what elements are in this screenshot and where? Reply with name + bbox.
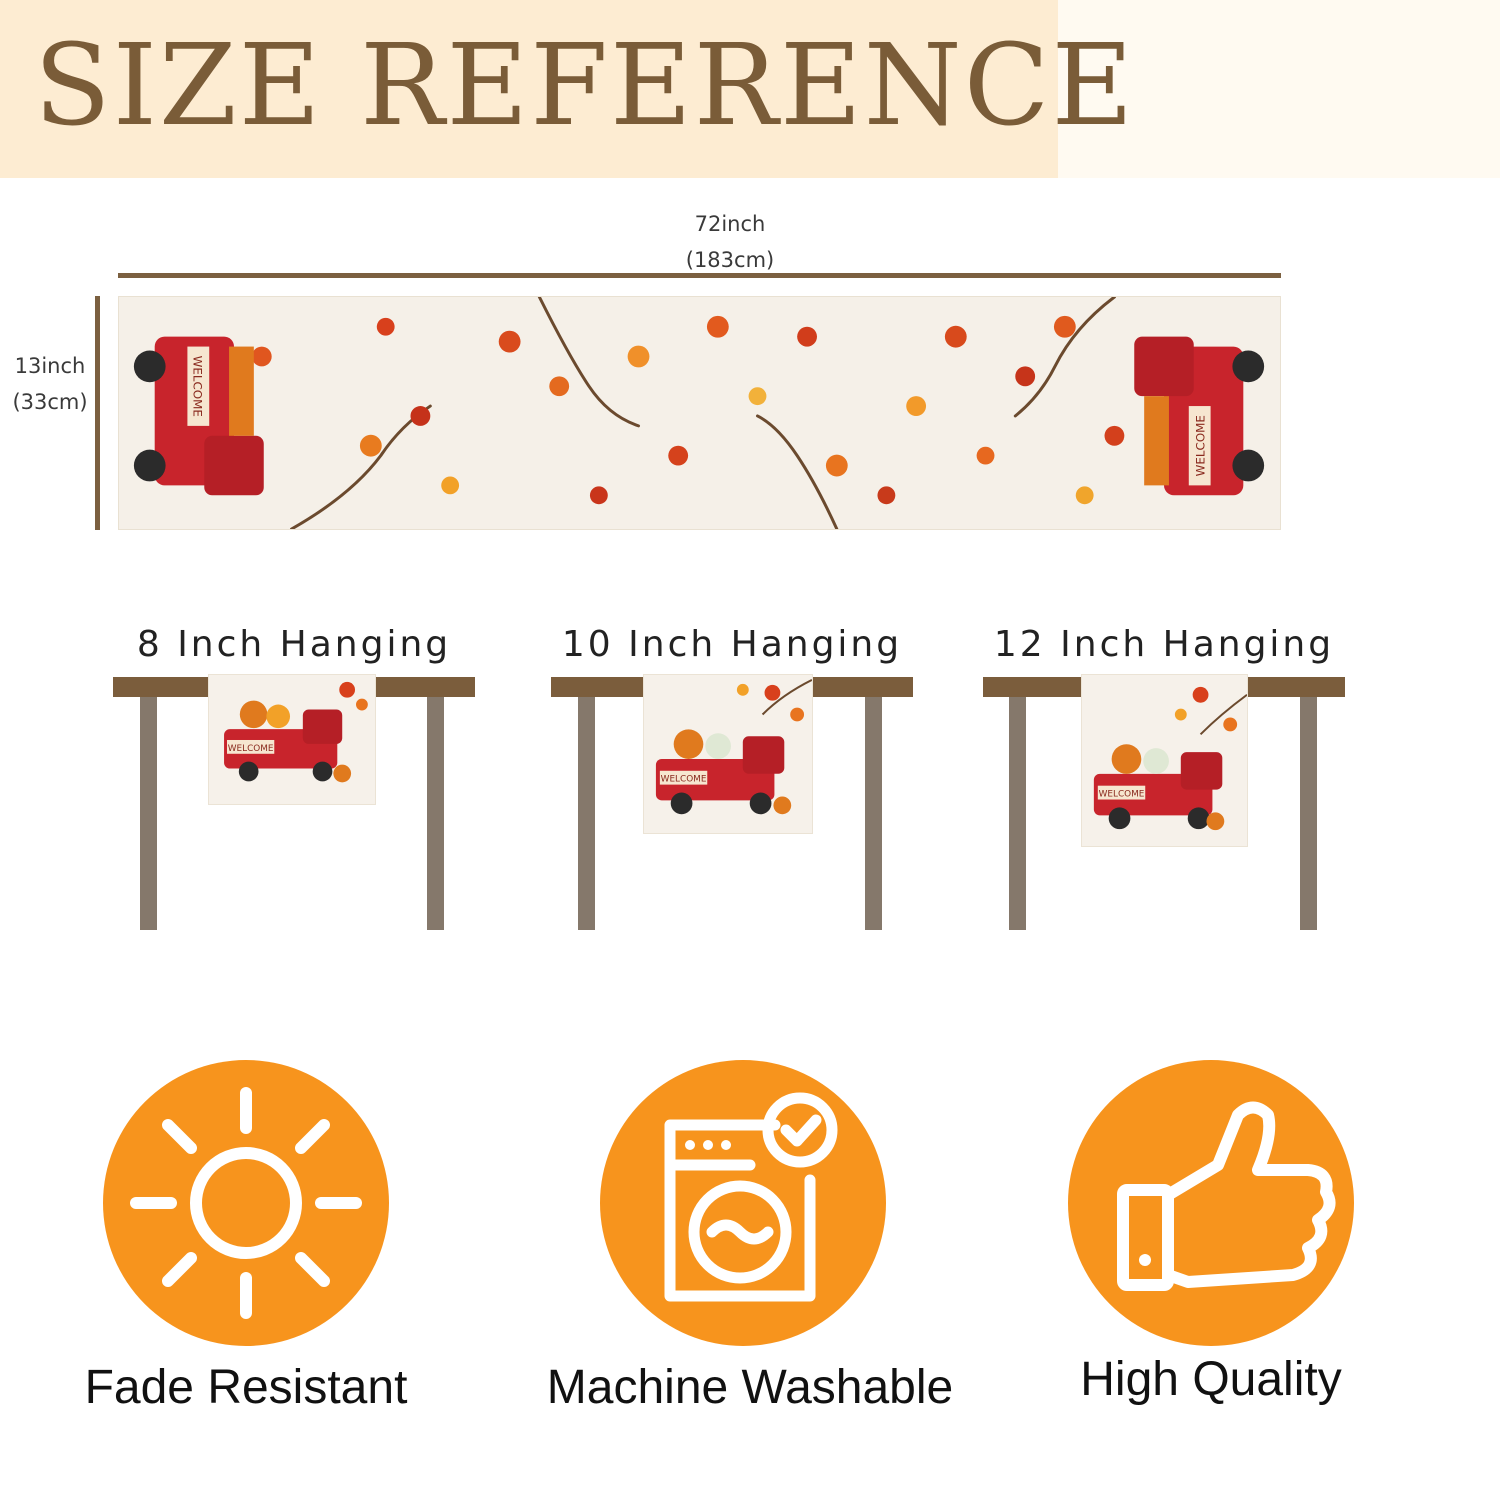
- table-leg-left-10: [578, 697, 595, 930]
- hanging-cloth-8: WELCOME: [208, 674, 376, 805]
- leaf-scatter: [251, 315, 1125, 505]
- hanging-label-8: 8 Inch Hanging: [136, 624, 452, 665]
- washing-machine-icon: [664, 1092, 838, 1302]
- feature-label-wash: Machine Washable: [546, 1361, 954, 1414]
- feature-label-fade: Fade Resistant: [84, 1361, 408, 1414]
- hanging-truck-artwork-8: WELCOME: [224, 681, 368, 783]
- table-leg-right-10: [865, 697, 882, 930]
- table-runner-artwork: WELCOME WELCOME: [133, 297, 1265, 529]
- width-cm: (183cm): [685, 248, 775, 272]
- table-leg-right-12: [1300, 697, 1317, 930]
- height-dimension-label: 13inch (33cm): [4, 348, 96, 420]
- page-title: SIZE REFERENCE: [34, 21, 1136, 151]
- width-dimension-label: 72inch (183cm): [660, 206, 800, 278]
- sun-icon: [130, 1087, 362, 1319]
- feature-circle-wash: [600, 1060, 886, 1346]
- hanging-label-12: 12 Inch Hanging: [993, 624, 1335, 665]
- hanging-cloth-12: WELCOME: [1081, 674, 1248, 847]
- hanging-sign-8: WELCOME: [228, 744, 274, 754]
- hanging-sign-10: WELCOME: [661, 775, 707, 785]
- table-runner-image: WELCOME WELCOME: [118, 296, 1281, 530]
- runner-sign-right: WELCOME: [1194, 415, 1208, 476]
- width-dimension-line: [118, 273, 1281, 278]
- header-banner: [0, 0, 1058, 178]
- table-leg-left-12: [1009, 697, 1026, 930]
- runner-sign-left: WELCOME: [190, 356, 204, 417]
- height-inch: 13inch: [14, 354, 86, 378]
- truck-left: WELCOME: [133, 336, 264, 496]
- hanging-truck-artwork-10: WELCOME: [655, 679, 812, 815]
- hanging-label-10: 10 Inch Hanging: [561, 624, 903, 665]
- width-inch: 72inch: [694, 212, 766, 236]
- hanging-truck-artwork-12: WELCOME: [1093, 686, 1247, 831]
- truck-right: WELCOME: [1134, 336, 1265, 496]
- thumbs-up-icon: [1117, 1101, 1336, 1291]
- hanging-sign-12: WELCOME: [1099, 790, 1145, 800]
- feature-label-quality: High Quality: [1080, 1353, 1342, 1406]
- table-leg-left-8: [140, 697, 157, 930]
- feature-circle-fade: [103, 1060, 389, 1346]
- hanging-cloth-10: WELCOME: [643, 674, 813, 834]
- table-leg-right-8: [427, 697, 444, 930]
- feature-circle-quality: [1068, 1060, 1354, 1346]
- height-cm: (33cm): [12, 390, 88, 414]
- header-banner-right: [1058, 0, 1500, 178]
- height-dimension-line: [95, 296, 100, 530]
